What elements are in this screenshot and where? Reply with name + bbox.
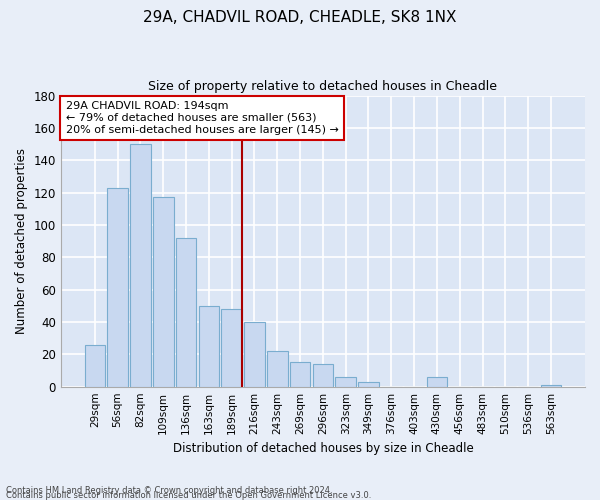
Text: 29A CHADVIL ROAD: 194sqm
← 79% of detached houses are smaller (563)
20% of semi-: 29A CHADVIL ROAD: 194sqm ← 79% of detach… <box>66 102 339 134</box>
Text: Contains HM Land Registry data © Crown copyright and database right 2024.: Contains HM Land Registry data © Crown c… <box>6 486 332 495</box>
Bar <box>267 351 287 386</box>
Bar <box>221 309 242 386</box>
Bar <box>85 344 105 387</box>
Bar <box>176 238 196 386</box>
Text: 29A, CHADVIL ROAD, CHEADLE, SK8 1NX: 29A, CHADVIL ROAD, CHEADLE, SK8 1NX <box>143 10 457 25</box>
Bar <box>107 188 128 386</box>
Bar <box>130 144 151 386</box>
Bar <box>153 198 173 386</box>
Bar <box>427 377 447 386</box>
Bar <box>335 377 356 386</box>
Bar <box>290 362 310 386</box>
Bar <box>541 385 561 386</box>
Bar <box>358 382 379 386</box>
Bar <box>244 322 265 386</box>
X-axis label: Distribution of detached houses by size in Cheadle: Distribution of detached houses by size … <box>173 442 473 455</box>
Y-axis label: Number of detached properties: Number of detached properties <box>15 148 28 334</box>
Text: Contains public sector information licensed under the Open Government Licence v3: Contains public sector information licen… <box>6 491 371 500</box>
Bar <box>199 306 219 386</box>
Bar <box>313 364 333 386</box>
Title: Size of property relative to detached houses in Cheadle: Size of property relative to detached ho… <box>148 80 497 93</box>
